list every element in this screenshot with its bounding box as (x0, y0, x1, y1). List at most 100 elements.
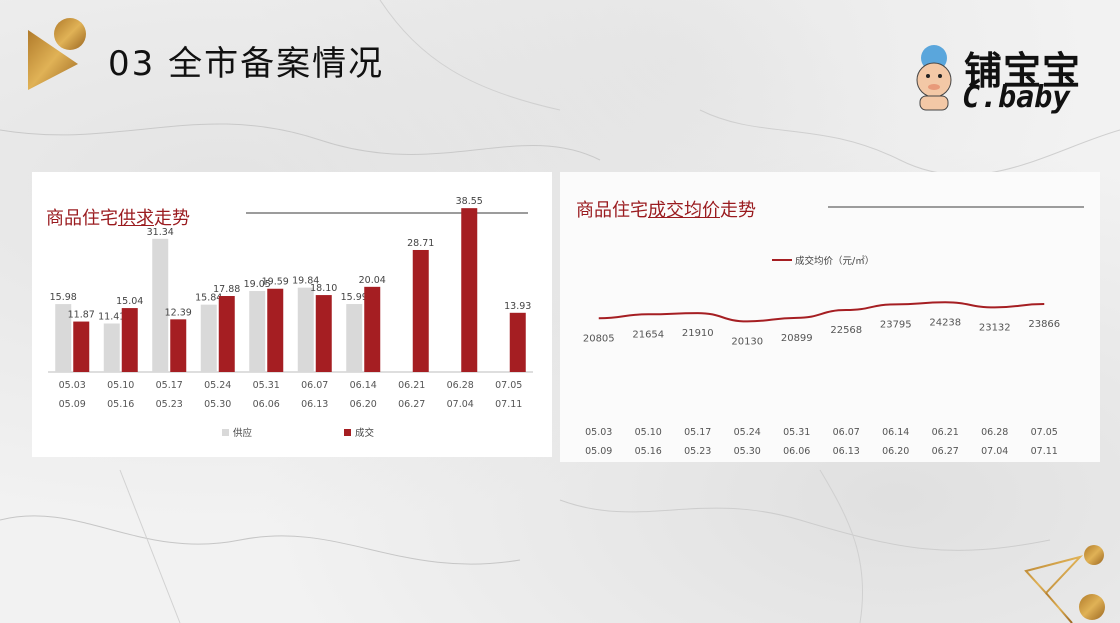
data-label: 15.98 (50, 292, 77, 303)
bar-supply (200, 304, 217, 372)
x-tick-label: 05.30 (204, 399, 231, 410)
data-label: 17.88 (213, 284, 240, 295)
x-tick-label: 05.17 (156, 380, 183, 391)
x-tick-label: 06.27 (932, 446, 959, 457)
supply-demand-panel: 商品住宅供求走势 15.98 11.87 05.03 05.09 11.41 15.04 0… (32, 172, 552, 457)
bar-supply (103, 323, 120, 372)
bar-deal (509, 312, 526, 372)
data-label: 20130 (731, 336, 763, 347)
x-tick-label: 05.03 (585, 427, 612, 438)
bar-deal (170, 319, 187, 372)
supply-demand-bar-chart: 15.98 11.87 05.03 05.09 11.41 15.04 05.10 05.16… (48, 196, 533, 439)
data-label: 11.87 (68, 310, 95, 321)
x-tick-label: 06.14 (882, 427, 909, 438)
brand-name-cn: 铺宝宝 (964, 49, 1082, 93)
bar-supply (249, 291, 266, 372)
x-tick-label: 06.20 (882, 446, 909, 457)
gold-triangle-logo (28, 18, 86, 90)
title-rule (828, 206, 1084, 208)
x-tick-label: 05.31 (783, 427, 810, 438)
title-rule (246, 212, 528, 214)
x-tick-label: 06.21 (932, 427, 959, 438)
data-label: 21654 (632, 329, 664, 340)
avg-price-title: 商品住宅成交均价走势 (576, 196, 756, 222)
x-tick-label: 06.07 (301, 380, 328, 391)
data-label: 18.10 (310, 283, 337, 294)
data-label: 31.34 (147, 227, 174, 238)
brand-name-en: C.baby (962, 80, 1071, 115)
data-label: 28.71 (407, 238, 434, 249)
bar-supply (55, 304, 72, 372)
avg-price-panel: 商品住宅成交均价走势 20805 21654 21910 20130 20899 2256… (560, 172, 1100, 462)
x-tick-label: 05.30 (734, 446, 761, 457)
data-label: 23795 (880, 319, 912, 330)
page-title: 03 全市备案情况 (108, 44, 385, 84)
mascot-icon (916, 45, 952, 111)
data-label: 15.99 (341, 292, 368, 303)
x-tick-label: 06.27 (398, 399, 425, 410)
x-tick-label: 05.24 (734, 427, 761, 438)
data-label: 23866 (1028, 319, 1060, 330)
x-tick-label: 06.06 (783, 446, 810, 457)
x-tick-label: 05.31 (253, 380, 280, 391)
x-tick-label: 06.21 (398, 380, 425, 391)
x-tick-label: 06.13 (833, 446, 860, 457)
x-tick-label: 05.10 (635, 427, 662, 438)
x-tick-label: 05.16 (635, 446, 662, 457)
avg-price-line-chart: 20805 21654 21910 20130 20899 22568 23795 24238… (583, 255, 1060, 457)
x-tick-label: 07.11 (495, 399, 522, 410)
bar-deal (121, 308, 138, 372)
title-part-underlined: 供求 (118, 208, 154, 229)
bar-deal (412, 249, 429, 372)
x-tick-label: 07.04 (447, 399, 474, 410)
x-tick-label: 06.07 (833, 427, 860, 438)
data-label: 19.84 (292, 276, 319, 287)
legend-swatch (222, 429, 229, 436)
legend-label: 成交均价（元/㎡） (795, 255, 874, 267)
x-tick-label: 07.05 (1031, 427, 1058, 438)
bar-deal (218, 296, 235, 372)
series-line-avg-price (598, 301, 1045, 323)
x-tick-label: 05.09 (59, 399, 86, 410)
x-tick-label: 05.03 (59, 380, 86, 391)
data-label: 24238 (929, 317, 961, 328)
data-label: 19.05 (244, 279, 271, 290)
x-tick-label: 05.16 (107, 399, 134, 410)
bar-deal (461, 208, 478, 372)
title-part-underlined: 成交均价 (648, 200, 720, 221)
data-label: 20805 (583, 333, 615, 344)
x-tick-label: 05.10 (107, 380, 134, 391)
x-tick-label: 07.11 (1031, 446, 1058, 457)
title-part: 走势 (154, 208, 190, 229)
x-tick-label: 06.13 (301, 399, 328, 410)
data-label: 12.39 (165, 307, 192, 318)
legend-label: 成交 (355, 427, 375, 439)
bar-supply (152, 238, 169, 372)
data-label: 23132 (979, 322, 1011, 333)
data-label: 38.55 (456, 196, 483, 207)
legend-label: 供应 (233, 427, 253, 439)
supply-demand-title: 商品住宅供求走势 (46, 204, 190, 230)
data-label: 21910 (682, 328, 714, 339)
bar-supply (346, 304, 363, 372)
data-label: 22568 (830, 325, 862, 336)
x-tick-label: 05.23 (684, 446, 711, 457)
bar-deal (315, 295, 332, 372)
legend-swatch (344, 429, 351, 436)
x-tick-label: 06.14 (350, 380, 377, 391)
gold-corner-decoration (1024, 545, 1105, 623)
title-part: 走势 (720, 200, 756, 221)
data-label: 13.93 (504, 301, 531, 312)
x-tick-label: 06.28 (981, 427, 1008, 438)
bar-deal (364, 286, 381, 372)
x-tick-label: 07.04 (981, 446, 1008, 457)
x-tick-label: 06.06 (253, 399, 280, 410)
brand-logo: 铺宝宝 C.baby (906, 40, 1086, 120)
x-tick-label: 07.05 (495, 380, 522, 391)
bar-deal (73, 321, 90, 372)
x-tick-label: 05.23 (156, 399, 183, 410)
x-tick-label: 05.24 (204, 380, 231, 391)
x-tick-label: 05.09 (585, 446, 612, 457)
title-part: 商品住宅 (576, 200, 648, 221)
